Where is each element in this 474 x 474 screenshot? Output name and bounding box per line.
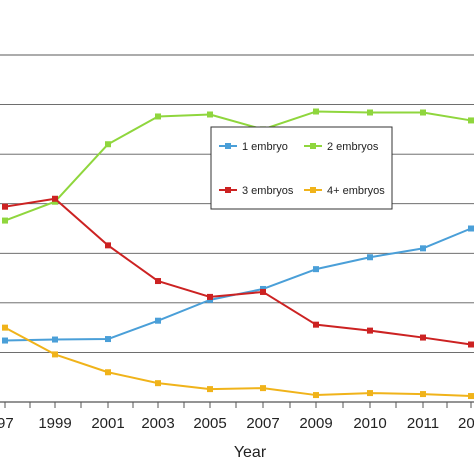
data-point <box>420 334 426 341</box>
series-3 <box>2 195 474 348</box>
data-point <box>155 113 161 120</box>
data-point <box>367 390 373 397</box>
data-point <box>260 385 266 392</box>
data-point <box>155 380 161 387</box>
data-point <box>2 337 8 344</box>
legend-label: 4+ embryos <box>327 185 385 197</box>
legend-label: 1 embryo <box>242 141 288 153</box>
data-point <box>52 351 58 358</box>
series-line <box>4 326 472 398</box>
legend-marker <box>225 187 231 193</box>
data-point <box>105 242 111 249</box>
data-point <box>313 108 319 115</box>
x-tick-label: 2001 <box>91 415 124 432</box>
legend-box <box>210 126 393 210</box>
data-point <box>52 195 58 202</box>
data-point <box>313 321 319 328</box>
x-tick-label: 2009 <box>299 415 332 432</box>
x-tick-label: 1999 <box>38 415 71 432</box>
series-line <box>4 197 472 346</box>
x-axis-title: Year <box>234 444 267 461</box>
data-point <box>105 141 111 148</box>
x-axis-ticks: 97 1999 2001 2003 2005 2007 2009 2010 2011 20 <box>0 402 474 432</box>
legend-marker <box>310 187 316 193</box>
x-tick-label: 2005 <box>193 415 226 432</box>
series-4 <box>2 324 474 400</box>
x-tick-label: 20 <box>458 415 474 432</box>
data-point <box>468 117 474 124</box>
data-point <box>52 336 58 343</box>
data-point <box>2 203 8 210</box>
data-point <box>468 341 474 348</box>
x-tick-label: 2007 <box>246 415 279 432</box>
legend: 1 embryo 2 embryos 3 embryos 4+ embryos <box>210 126 393 210</box>
data-point <box>207 386 213 393</box>
data-point <box>367 254 373 261</box>
data-point <box>207 293 213 300</box>
data-point <box>313 266 319 273</box>
legend-marker <box>225 143 231 149</box>
x-tick-label: 97 <box>0 415 14 432</box>
data-point <box>105 336 111 343</box>
data-point <box>2 217 8 224</box>
data-point <box>367 327 373 334</box>
data-point <box>155 317 161 324</box>
data-point <box>420 391 426 398</box>
data-point <box>260 288 266 295</box>
data-point <box>468 393 474 400</box>
x-tick-label: 2010 <box>353 415 386 432</box>
data-point <box>155 278 161 285</box>
series-line <box>4 227 472 342</box>
series-line <box>4 110 472 222</box>
series-group <box>2 108 474 400</box>
legend-label: 3 embryos <box>242 185 294 197</box>
series-1 <box>2 225 474 344</box>
data-point <box>105 369 111 376</box>
legend-label: 2 embryos <box>327 141 379 153</box>
legend-marker <box>310 143 316 149</box>
data-point <box>207 111 213 118</box>
data-point <box>468 225 474 232</box>
data-point <box>2 324 8 331</box>
data-point <box>313 392 319 399</box>
x-tick-label: 2011 <box>407 415 439 432</box>
x-tick-label: 2003 <box>141 415 174 432</box>
data-point <box>367 109 373 116</box>
data-point <box>420 109 426 116</box>
data-point <box>420 245 426 252</box>
